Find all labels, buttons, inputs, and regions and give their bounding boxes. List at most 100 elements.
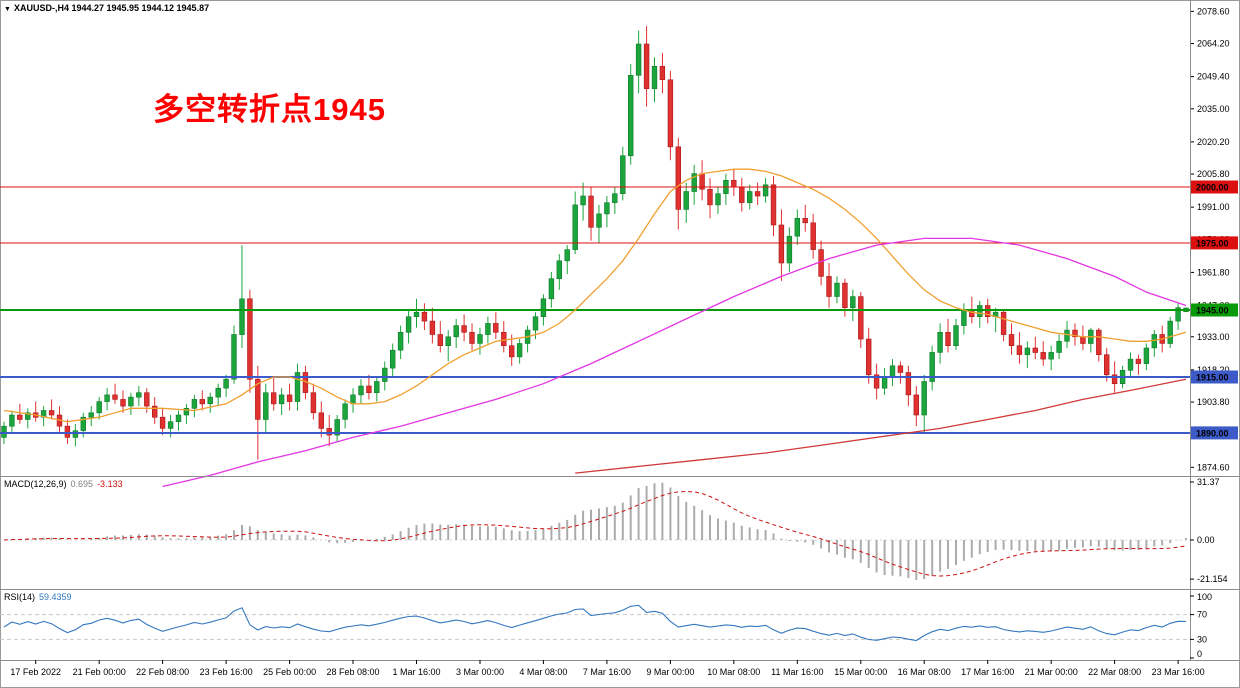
candle-bullish [374, 381, 380, 393]
chart-annotation-text[interactable]: 多空转折点1945 [153, 92, 386, 127]
time-axis-label: 3 Mar 00:00 [456, 667, 504, 677]
candle-bullish [453, 325, 459, 338]
price-marker-label: 1890.00 [1196, 428, 1229, 438]
candle-bearish [1032, 347, 1039, 353]
candle-bearish [1135, 358, 1142, 364]
candle-bullish [683, 191, 689, 210]
macd-signal-line [3, 490, 1187, 577]
price-axis-label: 1961.80 [1197, 267, 1230, 277]
candle-bullish [389, 349, 396, 369]
candle-bearish [255, 378, 261, 420]
candle-bearish [1040, 352, 1046, 360]
candle-bullish [183, 407, 190, 416]
price-marker-label: 2000.00 [1196, 183, 1229, 193]
candle-bearish [1080, 336, 1086, 344]
candle-bullish [96, 401, 102, 414]
candle-bullish [794, 218, 801, 237]
ma-slow-line [575, 378, 1187, 474]
candle-bearish [643, 43, 650, 90]
candle-bullish [485, 323, 491, 335]
candle-bullish [762, 184, 769, 197]
candle-bullish [881, 376, 888, 389]
time-axis-label: 10 Mar 08:00 [707, 667, 760, 677]
time-axis-label: 21 Mar 00:00 [1025, 667, 1078, 677]
price-axis-label: 2078.60 [1197, 6, 1230, 16]
candle-bullish [167, 421, 174, 429]
candle-bullish [612, 193, 618, 203]
candle-bullish [635, 43, 642, 76]
rsi-axis-label: 100 [1197, 592, 1212, 602]
candle-bearish [1096, 329, 1102, 356]
candle-bullish [231, 334, 237, 380]
time-axis-label: 7 Mar 16:00 [583, 667, 631, 677]
time-axis-label: 4 Mar 08:00 [519, 667, 567, 677]
price-axis-label: 1933.00 [1197, 332, 1230, 342]
price-axis-label: 2020.20 [1197, 137, 1230, 147]
price-axis-label: 2049.40 [1197, 72, 1230, 82]
rsi-axis-label: 0 [1197, 649, 1202, 659]
price-marker-label: 1975.00 [1196, 238, 1229, 248]
candle-bearish [913, 394, 920, 416]
candle-bullish [334, 419, 340, 436]
candle-bullish [604, 202, 610, 215]
candle-bullish [1151, 334, 1158, 349]
candle-bullish [834, 282, 840, 297]
candle-bearish [326, 428, 332, 436]
candle-bearish [437, 334, 443, 346]
price-axis-label: 1903.80 [1197, 397, 1230, 407]
candle-bearish [675, 146, 682, 210]
candle-bullish [223, 378, 229, 389]
rsi-value: 59.4359 [39, 592, 72, 602]
candle-bullish [405, 316, 412, 333]
time-axis-label: 17 Feb 2022 [10, 667, 61, 677]
price-axis-label: 1874.60 [1197, 462, 1230, 472]
rsi-name: RSI(14) [4, 592, 36, 602]
candle-bullish [540, 298, 547, 317]
candle-bullish [1, 425, 7, 438]
candle-bearish [247, 298, 253, 380]
candle-bullish [746, 191, 753, 203]
candle-bearish [667, 79, 674, 148]
candle-bearish [810, 222, 816, 250]
ma-fast-line [3, 168, 1187, 423]
candle-bearish [659, 66, 666, 81]
candle-bullish [564, 249, 570, 262]
candle-bearish [48, 410, 55, 416]
candle-bearish [1000, 311, 1007, 335]
candle-bearish [818, 249, 824, 277]
candle-bullish [477, 334, 483, 344]
candle-bearish [469, 331, 475, 344]
candle-bullish [516, 343, 523, 358]
candle-bullish [691, 173, 697, 192]
candle-bullish [532, 316, 539, 331]
candle-bearish [865, 338, 872, 376]
macd-name: MACD(12,26,9) [4, 479, 67, 489]
price-marker-box [1191, 426, 1238, 440]
candle-bearish [501, 331, 507, 346]
price-marker-label: 1915.00 [1196, 373, 1229, 383]
price-marker-box [1191, 370, 1238, 384]
rsi-axis-label: 30 [1197, 634, 1207, 644]
chart-marker-icon: ▼ [4, 6, 11, 13]
time-axis-label: 9 Mar 00:00 [646, 667, 694, 677]
candle-bearish [17, 414, 23, 420]
candle-bearish [112, 394, 118, 400]
candle-bullish [715, 193, 721, 206]
candle-bearish [144, 392, 150, 407]
candle-bearish [1072, 329, 1078, 338]
candle-bullish [1024, 347, 1031, 355]
candle-bearish [461, 325, 467, 333]
candle-bullish [397, 331, 404, 351]
price-axis-label: 1991.00 [1197, 202, 1230, 212]
candle-bearish [1104, 354, 1110, 376]
candle-bearish [778, 224, 785, 264]
candle-bearish [588, 195, 594, 228]
candle-bullish [278, 394, 285, 405]
candle-bearish [429, 320, 436, 335]
price-marker-box [1191, 303, 1238, 317]
candle-bullish [1143, 347, 1150, 364]
candle-bullish [1064, 329, 1070, 342]
candle-bullish [294, 372, 301, 402]
time-axis-label: 22 Feb 08:00 [136, 667, 189, 677]
